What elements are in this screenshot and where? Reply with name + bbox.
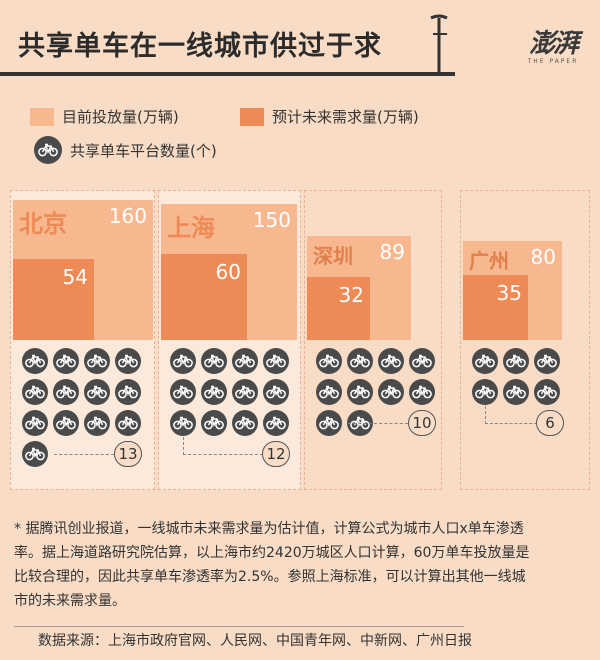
bar-forecast: [161, 254, 247, 340]
bar-forecast: [463, 275, 528, 340]
bicycle-icon: [201, 410, 227, 436]
bicycle-icon: [170, 348, 196, 374]
bicycle-icon: [53, 379, 79, 405]
bicycle-icon: [503, 348, 529, 374]
bicycle-icon: [503, 379, 529, 405]
footnote-line: * 据腾讯创业报道，一线城市未来需求量为估计值，计算公式为城市人口x单车渗透: [14, 521, 524, 537]
data-label-forecast: 32: [338, 283, 364, 307]
bicycle-icon: [534, 379, 560, 405]
bicycle-icon: [409, 348, 435, 374]
bicycle-icon: [201, 379, 227, 405]
bicycle-icon: [22, 410, 48, 436]
leader-line: [348, 423, 408, 424]
city-label: 广州: [469, 249, 509, 273]
platform-count-label: 6: [536, 410, 564, 436]
bicycle-frame-icon: [430, 14, 448, 72]
footnote-line: 率。据上海道路研究院估算，以上海市约2420万城区人口计算，60万单车投放量是: [14, 545, 530, 561]
header: 共享单车在一线城市供过于求 澎湃 THE PAPER: [0, 0, 600, 80]
bicycle-icon: [232, 410, 258, 436]
bicycle-icon: [53, 410, 79, 436]
bicycle-icon: [347, 348, 373, 374]
title-underline: [0, 72, 455, 76]
platform-count-label: 12: [262, 441, 290, 467]
page-title: 共享单车在一线城市供过于求: [18, 31, 382, 62]
bicycle-icon: [22, 441, 48, 467]
city-label: 北京: [19, 210, 67, 238]
bicycle-icon: [53, 348, 79, 374]
bicycle-icon: [115, 379, 141, 405]
footnote: * 据腾讯创业报道，一线城市未来需求量为估计值，计算公式为城市人口x单车渗透 率…: [14, 517, 586, 613]
bicycle-icon: [115, 410, 141, 436]
bicycle-icon: [472, 379, 498, 405]
bicycle-icon: [232, 379, 258, 405]
bicycle-icon: [316, 379, 342, 405]
bicycle-icon: [84, 348, 110, 374]
footnote-line: 市的未来需求量。: [14, 593, 126, 609]
data-label-forecast: 35: [496, 281, 522, 305]
bicycle-icon: [232, 348, 258, 374]
city-column: [460, 190, 590, 490]
bicycle-icon: [84, 379, 110, 405]
bicycle-icon: [347, 379, 373, 405]
data-label-forecast: 60: [215, 260, 241, 284]
bar-forecast: [13, 259, 94, 340]
city-column: [304, 190, 442, 490]
data-label-current: 160: [108, 204, 147, 228]
bicycle-icon: [263, 348, 289, 374]
city-label: 深圳: [313, 244, 353, 268]
city-label: 上海: [167, 214, 215, 242]
bicycle-icon: [34, 136, 62, 164]
bicycle-icon: [263, 379, 289, 405]
bicycle-icon: [316, 348, 342, 374]
legend-swatch-forecast: [240, 107, 264, 126]
legend-item-current: 目前投放量(万辆): [30, 106, 179, 127]
data-source: 数据来源：上海市政府官网、人民网、中国青年网、中新网、广州日报: [38, 633, 472, 649]
legend-item-platforms: 共享单车平台数量(个): [34, 136, 217, 164]
logo-subtext: THE PAPER: [527, 58, 579, 65]
legend-label-current: 目前投放量(万辆): [62, 108, 179, 126]
bicycle-icon: [378, 348, 404, 374]
bicycle-icon: [378, 379, 404, 405]
legend-swatch-current: [30, 107, 54, 126]
leader-line: [54, 454, 114, 455]
data-label-current: 89: [379, 240, 405, 264]
logo-text: 澎湃: [528, 29, 579, 59]
bicycle-icon: [409, 379, 435, 405]
bicycle-icon: [534, 348, 560, 374]
source-divider: [14, 626, 464, 627]
data-label-forecast: 54: [62, 265, 88, 289]
data-label-current: 80: [530, 245, 556, 269]
bar-forecast: [307, 277, 370, 340]
bicycle-icon: [472, 348, 498, 374]
bicycle-icon: [84, 410, 110, 436]
bicycle-icon: [263, 410, 289, 436]
bicycle-icon: [22, 379, 48, 405]
bicycle-icon: [115, 348, 141, 374]
data-label-current: 150: [252, 208, 291, 232]
logo: 澎湃 THE PAPER: [518, 30, 588, 65]
legend-item-forecast: 预计未来需求量(万辆): [240, 106, 419, 127]
bicycle-icon: [316, 410, 342, 436]
legend-label-forecast: 预计未来需求量(万辆): [272, 108, 419, 126]
platform-count-label: 10: [408, 410, 436, 436]
footnote-line: 比较合理的，因此共享单车渗透率为2.5%。参照上海标准，可以计算出其他一线城: [14, 569, 526, 585]
leader-line: [183, 437, 263, 455]
bicycle-icon: [201, 348, 227, 374]
bicycle-icon: [170, 410, 196, 436]
bicycle-icon: [22, 348, 48, 374]
legend-label-platforms: 共享单车平台数量(个): [70, 141, 217, 160]
leader-line: [485, 406, 537, 424]
bicycle-icon: [170, 379, 196, 405]
platform-count-label: 13: [114, 441, 142, 467]
